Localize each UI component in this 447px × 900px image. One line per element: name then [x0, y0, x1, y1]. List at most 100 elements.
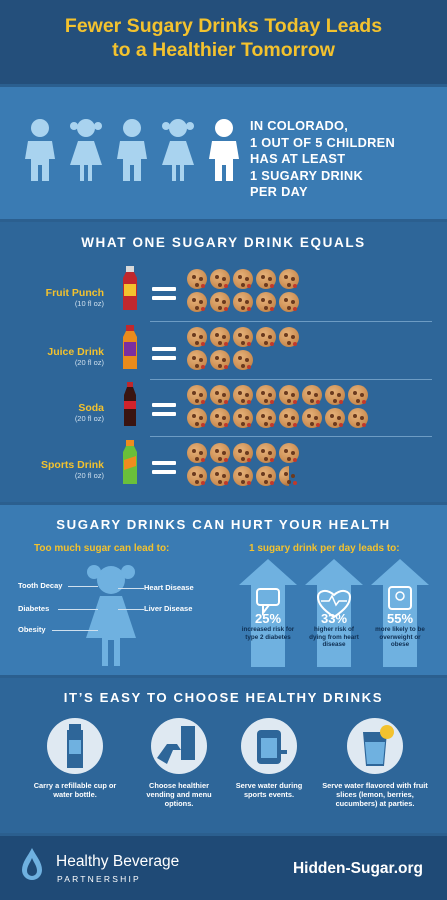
cookie-icon	[233, 327, 253, 347]
water-cooler-icon	[257, 730, 287, 764]
tip-item: Serve water flavored with fruit slices (…	[320, 718, 430, 808]
equals-icon	[152, 347, 176, 365]
cookie-group	[187, 269, 299, 315]
stat-arrow	[305, 559, 363, 667]
drink-row: Fruit Punch (10 fl oz)	[0, 264, 447, 319]
drink-name: Fruit Punch	[45, 287, 104, 299]
cookie-row	[187, 269, 299, 290]
cookie-row	[187, 443, 299, 464]
brand-subtitle: PARTNERSHIP	[57, 874, 141, 884]
cookie-icon	[279, 292, 299, 312]
drink-size: (20 fl oz)	[74, 414, 104, 423]
cookie-icon	[187, 385, 207, 405]
girl-silhouette-icon	[86, 565, 136, 666]
cookie-icon	[210, 269, 230, 289]
drink-name: Juice Drink	[47, 346, 104, 358]
stat-arrow	[239, 559, 297, 667]
equals-icon	[152, 287, 176, 305]
lemon-water-glass-icon	[363, 725, 394, 766]
condition-label: Tooth Decay	[18, 581, 63, 590]
half-cookie-icon	[279, 466, 289, 486]
condition-label: Heart Disease	[144, 583, 194, 592]
tip-caption: Choose healthier vending and menu option…	[146, 781, 212, 808]
cookie-icon	[187, 408, 207, 428]
tip-icon-circle	[241, 718, 297, 774]
cookie-icon	[302, 385, 322, 405]
soda-bottle-icon	[124, 382, 136, 426]
cookie-icon	[233, 350, 253, 370]
cookie-icon	[256, 269, 276, 289]
child-figure-highlight-icon	[209, 119, 239, 181]
scale-icon	[388, 586, 412, 610]
cookie-icon	[233, 466, 253, 486]
tip-item: Carry a refillable cup or water bottle.	[30, 718, 120, 799]
cookie-row	[187, 385, 368, 406]
stat-arrow	[371, 559, 429, 667]
tip-item: Choose healthier vending and menu option…	[134, 718, 224, 808]
divider	[150, 436, 432, 437]
drink-size: (20 fl oz)	[74, 471, 104, 480]
cookie-icon	[187, 269, 207, 289]
header: Fewer Sugary Drinks Today Leads to a Hea…	[0, 0, 447, 84]
cookie-icon	[210, 408, 230, 428]
stat-line-5: PER DAY	[250, 184, 308, 199]
cookie-icon	[233, 269, 253, 289]
drink-label: Juice Drink (20 fl oz)	[47, 346, 104, 367]
heart-rate-icon	[316, 589, 352, 619]
cookie-icon	[233, 443, 253, 463]
pointer-line	[118, 588, 144, 589]
children-stat-section: IN COLORADO, 1 OUT OF 5 CHILDREN HAS AT …	[0, 87, 447, 219]
cookie-icon	[187, 466, 207, 486]
drink-name: Soda	[78, 402, 104, 414]
drink-row: Sports Drink (20 fl oz)	[0, 440, 447, 495]
tip-caption: Serve water during sports events.	[235, 781, 303, 799]
tip-caption: Serve water flavored with fruit slices (…	[322, 781, 428, 808]
cookie-icon	[210, 443, 230, 463]
cookie-icon	[348, 385, 368, 405]
cookie-icon	[210, 327, 230, 347]
title-line-2: to a Healthier Tomorrow	[112, 39, 335, 61]
tips-section: IT’S EASY TO CHOOSE HEALTHY DRINKS Carry…	[0, 678, 447, 833]
drink-row: Juice Drink (20 fl oz)	[0, 324, 447, 379]
equals-icon	[152, 403, 176, 421]
footer: Healthy Beverage PARTNERSHIP Hidden-Suga…	[0, 836, 447, 900]
stat-block: 33% higher risk of dying from heart dise…	[305, 611, 363, 649]
right-subheading: 1 sugary drink per day leads to:	[249, 543, 400, 554]
water-bottle-icon	[67, 724, 83, 768]
cookie-icon	[256, 466, 276, 486]
stat-line-1: IN COLORADO,	[250, 118, 349, 133]
vending-hand-icon	[157, 726, 195, 764]
condition-label: Diabetes	[18, 604, 50, 613]
condition-label: Liver Disease	[144, 604, 193, 613]
cookie-icon	[210, 385, 230, 405]
cookie-icon	[256, 385, 276, 405]
stat-percent: 33%	[320, 611, 348, 626]
cookie-icon	[187, 443, 207, 463]
stat-block: 55% more likely to be overweight or obes…	[371, 611, 429, 649]
tip-item: Serve water during sports events.	[224, 718, 314, 799]
drink-row: Soda (20 fl oz)	[0, 382, 447, 437]
drink-label: Soda (20 fl oz)	[75, 402, 104, 423]
section-heading: IT’S EASY TO CHOOSE HEALTHY DRINKS	[63, 690, 384, 705]
left-subheading: Too much sugar can lead to:	[34, 543, 170, 554]
drink-equivalents-section: WHAT ONE SUGARY DRINK EQUALS Fruit Punch…	[0, 222, 447, 502]
drink-name: Sports Drink	[40, 459, 104, 471]
pointer-line	[118, 609, 144, 610]
sports-drink-bottle-icon	[123, 440, 137, 484]
cookie-icon	[233, 292, 253, 312]
cookie-icon	[187, 327, 207, 347]
cookie-icon	[187, 292, 207, 312]
cookie-icon	[256, 327, 276, 347]
cookie-row	[187, 292, 299, 313]
stat-percent: 55%	[386, 611, 414, 626]
website-link[interactable]: Hidden-Sugar.org	[292, 860, 423, 877]
cookie-icon	[187, 350, 207, 370]
cookie-row	[187, 466, 299, 487]
cookie-group	[187, 385, 368, 431]
cookie-icon	[210, 466, 230, 486]
tip-caption: Carry a refillable cup or water bottle.	[33, 781, 117, 799]
equals-icon	[152, 461, 176, 479]
drink-label: Fruit Punch (10 fl oz)	[46, 287, 104, 308]
cookie-row	[187, 350, 299, 371]
divider	[150, 321, 432, 322]
